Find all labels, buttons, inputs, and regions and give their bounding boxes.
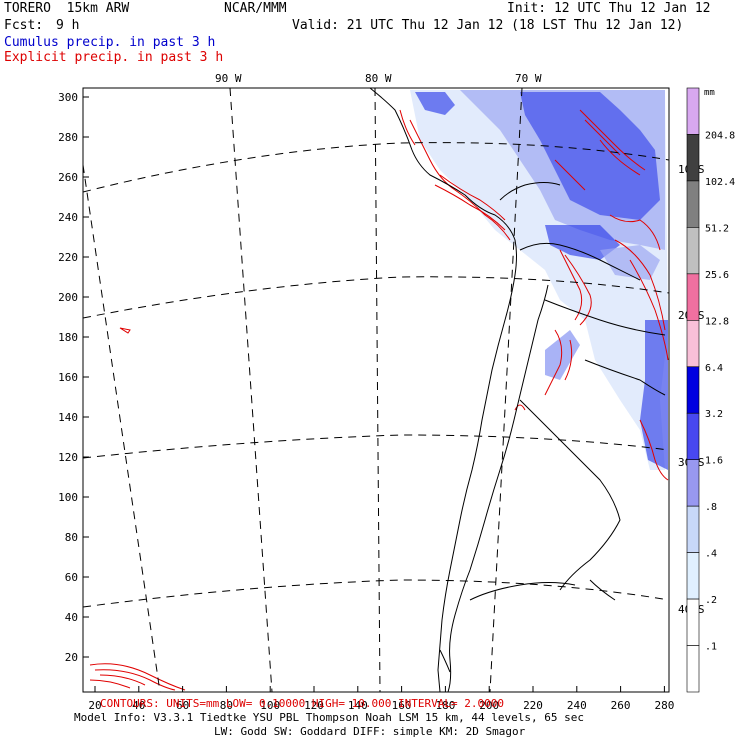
y-tick-label: 300 xyxy=(58,91,78,104)
init-time: Init: 12 UTC Thu 12 Jan 12 xyxy=(507,1,711,16)
colorbar-swatch xyxy=(686,134,700,182)
x-tick-label: 200 xyxy=(479,699,499,712)
x-tick-label: 140 xyxy=(348,699,368,712)
colorbar-label: 6.4 xyxy=(705,363,723,374)
y-tick-label: 180 xyxy=(58,331,78,344)
colorbar-swatch xyxy=(686,366,700,414)
x-tick-label: 180 xyxy=(435,699,455,712)
y-tick-label: 100 xyxy=(58,491,78,504)
colorbar-swatch xyxy=(686,273,700,321)
y-tick-label: 160 xyxy=(58,371,78,384)
colorbar-label: 1.6 xyxy=(705,456,723,467)
colorbar-swatch xyxy=(686,645,700,693)
x-tick-label: 260 xyxy=(611,699,631,712)
x-tick-label: 20 xyxy=(88,699,101,712)
explicit-legend: Explicit precip. in past 3 h xyxy=(4,50,224,65)
explicit-precip-contours xyxy=(89,109,669,691)
y-tick-label: 60 xyxy=(65,571,78,584)
colorbar-swatch xyxy=(686,598,700,646)
y-tick-label: 220 xyxy=(58,251,78,264)
colorbar-swatch xyxy=(686,87,700,135)
x-tick-label: 60 xyxy=(176,699,189,712)
y-tick-label: 240 xyxy=(58,211,78,224)
x-tick-label: 160 xyxy=(392,699,412,712)
model-title: TORERO 15km ARW xyxy=(4,1,130,16)
y-tick-label: 140 xyxy=(58,411,78,424)
colorbar-swatch xyxy=(686,552,700,600)
colorbar-label: .8 xyxy=(705,502,717,513)
y-tick-label: 200 xyxy=(58,291,78,304)
colorbar-swatch xyxy=(686,320,700,368)
lon-label-80w: 80 W xyxy=(365,72,392,85)
colorbar-label: 3.2 xyxy=(705,409,723,420)
colorbar-label: 204.8 xyxy=(705,130,735,141)
colorbar-unit: mm xyxy=(704,88,715,98)
lat-lon-grid xyxy=(82,87,670,693)
x-tick-label: 220 xyxy=(523,699,543,712)
x-tick-label: 280 xyxy=(654,699,674,712)
y-tick-label: 260 xyxy=(58,171,78,184)
lon-label-90w: 90 W xyxy=(215,72,242,85)
colorbar-swatch xyxy=(686,459,700,507)
colorbar-label: 12.8 xyxy=(705,316,729,327)
colorbar-swatch xyxy=(686,505,700,553)
y-axis: 300 280 260 240 220 200 180 160 140 120 100 80 60 40 2… xyxy=(58,91,89,664)
org-label: NCAR/MMM xyxy=(224,1,287,16)
x-tick-label: 240 xyxy=(567,699,587,712)
x-tick-label: 80 xyxy=(220,699,233,712)
x-tick-label: 40 xyxy=(132,699,145,712)
y-tick-label: 120 xyxy=(58,451,78,464)
model-info-line1: Model Info: V3.3.1 Tiedtke YSU PBL Thomp… xyxy=(74,711,584,724)
x-axis: 20 40 60 80 100 120 140 160 180 200 220 240 260 280 xyxy=(88,686,674,712)
fcst-label: Fcst: xyxy=(4,18,44,33)
fcst-value: 9 h xyxy=(56,18,80,33)
colorbar-swatch xyxy=(686,180,700,228)
valid-time: Valid: 21 UTC Thu 12 Jan 12 (18 LST Thu … xyxy=(292,18,684,33)
colorbar-label: .1 xyxy=(705,642,717,653)
contours-info: CONTOURS: UNITS=mm LOW= 0.10000 HIGH= 10… xyxy=(100,697,504,710)
colorbar-swatch xyxy=(686,412,700,460)
colorbar-label: .2 xyxy=(705,595,717,606)
y-tick-label: 280 xyxy=(58,131,78,144)
y-tick-label: 40 xyxy=(65,611,78,624)
cumulus-legend: Cumulus precip. in past 3 h xyxy=(4,35,216,50)
lon-label-70w: 70 W xyxy=(515,72,542,85)
model-info-line2: LW: Godd SW: Goddard DIFF: simple KM: 2D… xyxy=(214,725,526,738)
colorbar-label: 51.2 xyxy=(705,223,729,234)
y-tick-label: 80 xyxy=(65,531,78,544)
colorbar-label: .4 xyxy=(705,549,717,560)
colorbar: 204.8 102.4 51.2 25.6 12.8 6.4 3.2 1.6 .8 .4 .2 .1 xyxy=(686,87,735,693)
cumulus-precip-shading xyxy=(410,90,668,470)
y-tick-label: 20 xyxy=(65,651,78,664)
colorbar-label: 25.6 xyxy=(705,270,729,281)
x-tick-label: 100 xyxy=(260,699,280,712)
colorbar-label: 102.4 xyxy=(705,177,735,188)
colorbar-swatch xyxy=(686,227,700,275)
x-tick-label: 120 xyxy=(304,699,324,712)
